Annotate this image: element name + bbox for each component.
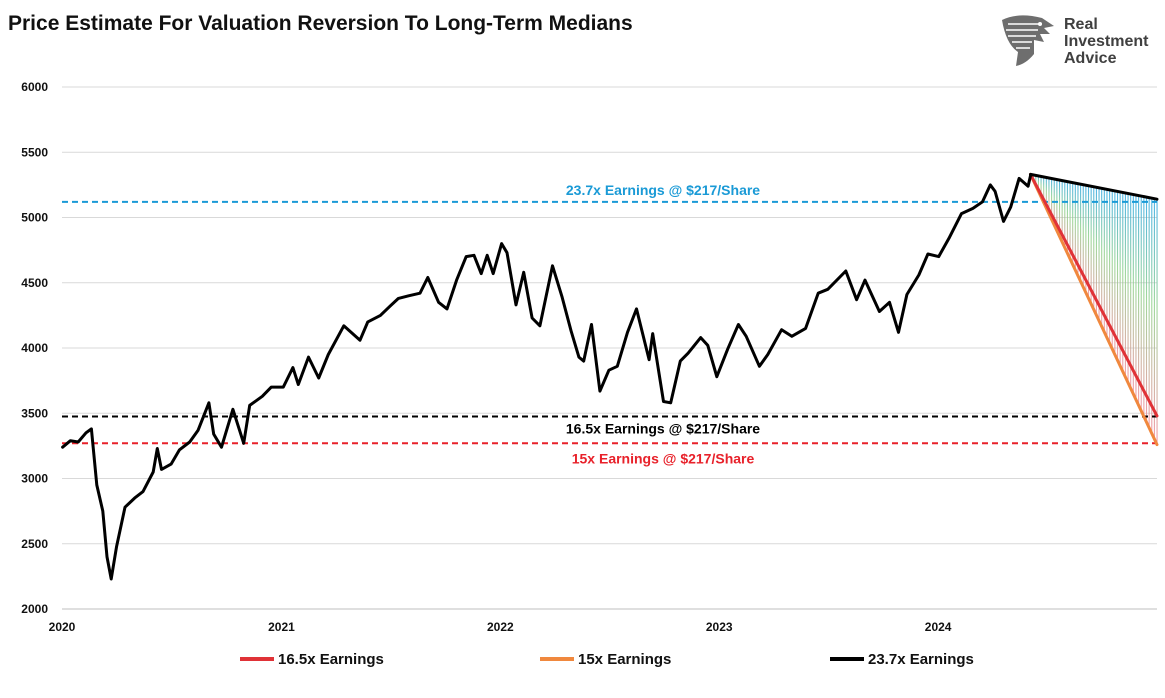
legend-entry-1: 16.5x Earnings	[240, 649, 384, 669]
series-line-proj_23_7x	[1029, 172, 1159, 201]
legend-swatch-23-7x	[830, 657, 864, 661]
brand-logo: Real Investment Advice	[998, 12, 1158, 70]
x-tick-label-2020: 2020	[49, 620, 76, 634]
data-series	[61, 172, 1159, 581]
fan-hatch-21	[1085, 185, 1087, 293]
legend-entry-3: 23.7x Earnings	[830, 649, 974, 669]
fan-hatch-12	[1061, 180, 1063, 242]
chart-title: Price Estimate For Valuation Reversion T…	[8, 12, 633, 35]
y-tick-label-2500: 2500	[21, 537, 48, 551]
fan-hatch-20	[1082, 184, 1084, 287]
fan-hatch-17	[1074, 183, 1076, 271]
series-line-price	[61, 174, 1032, 581]
grid-lines	[62, 86, 1157, 610]
fan-hatch-27	[1101, 188, 1103, 327]
fan-hatch-18	[1077, 183, 1079, 276]
fan-hatch-45	[1148, 197, 1150, 428]
y-tick-labels: 2000 2500 3000 3500 4000 4500 5000 5500 6000	[21, 80, 48, 616]
y-tick-label-4500: 4500	[21, 276, 48, 290]
fan-hatch-38	[1130, 194, 1132, 389]
projection-fan	[1032, 174, 1158, 445]
y-tick-label-6000: 6000	[21, 80, 48, 94]
y-tick-label-5500: 5500	[21, 145, 48, 159]
reference-lines: 23.7x Earnings @ $217/Share 16.5x Earning…	[62, 182, 1157, 466]
logo-line-3: Advice	[1064, 50, 1117, 67]
fan-hatch-40	[1135, 195, 1137, 400]
fan-hatch-39	[1132, 194, 1134, 394]
fan-hatch-34	[1119, 191, 1121, 366]
fan-hatch-24	[1093, 186, 1095, 310]
fan-hatch-48	[1156, 199, 1158, 445]
x-tick-label-2022: 2022	[487, 620, 514, 634]
fan-hatch-8	[1051, 178, 1053, 220]
fan-hatch-44	[1145, 197, 1148, 423]
y-tick-label-3000: 3000	[21, 472, 48, 486]
fan-hatch-41	[1138, 195, 1140, 406]
fan-hatch-36	[1124, 193, 1126, 378]
y-tick-label-5000: 5000	[21, 211, 48, 225]
fan-hatch-31	[1111, 190, 1113, 349]
fan-hatch-43	[1143, 196, 1145, 417]
eagle-head-icon	[1002, 15, 1054, 66]
x-tick-label-2023: 2023	[706, 620, 733, 634]
fan-hatch-33	[1116, 191, 1119, 361]
fan-hatch-13	[1064, 181, 1066, 248]
reference-label-line_16_5x: 16.5x Earnings @ $217/Share	[566, 421, 760, 437]
x-tick-label-2021: 2021	[268, 620, 295, 634]
fan-hatch-6	[1045, 177, 1047, 209]
series-line-proj_15x	[1029, 172, 1159, 447]
fan-hatch-19	[1080, 184, 1082, 282]
logo-line-2: Investment	[1064, 33, 1149, 50]
fan-hatch-25	[1095, 187, 1097, 316]
y-tick-label-2000: 2000	[21, 602, 48, 616]
series-line-proj_16_5x	[1029, 172, 1159, 418]
x-tick-label-2024: 2024	[925, 620, 952, 634]
reference-label-line_23_7x: 23.7x Earnings @ $217/Share	[566, 182, 760, 198]
legend-swatch-15x	[540, 657, 574, 661]
legend-entry-2: 15x Earnings	[540, 649, 671, 669]
fan-hatch-14	[1066, 181, 1068, 254]
fan-hatch-5	[1043, 177, 1045, 203]
legend-label-23-7x: 23.7x Earnings	[868, 650, 974, 668]
fan-hatch-35	[1122, 192, 1124, 372]
legend-swatch-16-5x	[240, 657, 274, 661]
fan-hatch-30	[1109, 189, 1111, 344]
fan-hatch-29	[1106, 189, 1108, 338]
fan-hatch-11	[1058, 180, 1061, 237]
fan-hatch-3	[1037, 175, 1039, 192]
y-tick-label-4000: 4000	[21, 341, 48, 355]
logo-line-1: Real	[1064, 16, 1098, 33]
fan-hatch-32	[1114, 190, 1116, 355]
fan-hatch-28	[1103, 188, 1105, 333]
fan-hatch-22	[1087, 185, 1090, 299]
fan-hatch-7	[1048, 178, 1050, 214]
x-tick-labels: 2020 2021 2022 2023 2024	[49, 620, 952, 634]
fan-hatch-46	[1151, 198, 1153, 434]
fan-hatch-23	[1090, 186, 1092, 304]
legend-label-16-5x: 16.5x Earnings	[278, 650, 384, 668]
y-tick-label-3500: 3500	[21, 406, 48, 420]
fan-hatch-15	[1069, 182, 1071, 259]
fan-hatch-2	[1035, 175, 1037, 186]
reference-label-line_15x: 15x Earnings @ $217/Share	[572, 450, 755, 466]
logo-text: Real Investment Advice	[1064, 16, 1148, 67]
fan-hatch-37	[1127, 193, 1129, 383]
legend-label-15x: 15x Earnings	[578, 650, 672, 668]
fan-hatch-10	[1056, 179, 1058, 231]
fan-hatch-42	[1140, 196, 1142, 411]
fan-hatch-26	[1098, 187, 1100, 321]
fan-hatch-16	[1072, 182, 1074, 265]
fan-hatch-4	[1040, 176, 1042, 197]
fan-hatch-47	[1153, 198, 1155, 439]
